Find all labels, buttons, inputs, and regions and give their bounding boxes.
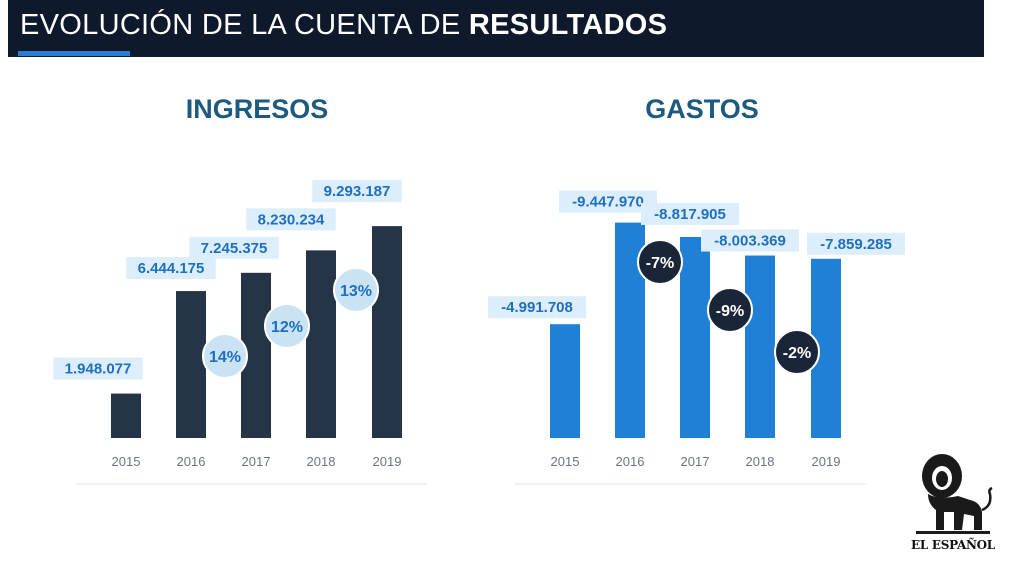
gastos-tick-2019: 2019 — [812, 454, 841, 469]
ingresos-title: INGRESOS — [186, 94, 329, 124]
gastos-value-label-2016-bg — [559, 190, 657, 213]
ingresos-bar-2016 — [176, 291, 206, 438]
ingresos-value-label-2019: 9.293.187 — [324, 183, 391, 200]
gastos-tick-2015: 2015 — [551, 454, 580, 469]
gastos-value-label-2017: -8.817.905 — [654, 206, 726, 223]
gastos-value-label-2016: -9.447.970 — [572, 194, 644, 211]
ingresos-tick-2015: 2015 — [112, 454, 141, 469]
ingresos-value-label-2017: 7.245.375 — [201, 240, 268, 257]
ingresos-growth-label-2: 13% — [340, 283, 372, 300]
ingresos-tick-2019: 2019 — [373, 454, 402, 469]
gastos-bar-2018 — [745, 255, 775, 438]
gastos-tick-2016: 2016 — [616, 454, 645, 469]
gastos-growth-label-2: -2% — [783, 345, 811, 362]
gastos-growth-bubble-0 — [637, 239, 683, 285]
gastos-chart: GASTOS 2015 -4.991.708 2016 -9.447.970 2017 -8… — [488, 94, 905, 485]
gastos-value-label-2018: -8.003.369 — [714, 233, 786, 250]
ingresos-chart: INGRESOS 2015 1.948.077 2016 6.444.175 2017 7.… — [53, 94, 427, 485]
ingresos-tick-2018: 2018 — [307, 454, 336, 469]
gastos-value-label-2015: -4.991.708 — [501, 299, 573, 316]
logo-text: EL ESPAÑOL — [911, 538, 995, 552]
gastos-value-label-2019: -7.859.285 — [820, 236, 892, 253]
page-title-light: EVOLUCIÓN DE LA CUENTA DE — [20, 9, 469, 41]
gastos-growth-label-1: -9% — [716, 303, 744, 320]
gastos-value-label-2017-bg — [641, 202, 739, 225]
gastos-tick-2018: 2018 — [746, 454, 775, 469]
page-title-bold: RESULTADOS — [468, 9, 668, 41]
gastos-growth-bubble-1 — [707, 287, 753, 333]
ingresos-bar-2019 — [372, 226, 402, 438]
ingresos-value-label-2018-bg — [246, 208, 336, 231]
el-espanol-logo: EL ESPAÑOL — [908, 450, 998, 560]
ingresos-value-label-2018: 8.230.234 — [258, 211, 325, 228]
gastos-growth-bubble-2 — [774, 329, 820, 375]
gastos-value-label-2015-bg — [488, 296, 586, 319]
gastos-tick-2017: 2017 — [681, 454, 710, 469]
ingresos-value-label-2015: 1.948.077 — [65, 361, 132, 378]
ingresos-growth-bubble-0 — [202, 333, 248, 379]
ingresos-growth-label-0: 14% — [209, 349, 241, 366]
gastos-bar-2017 — [680, 236, 710, 438]
ingresos-value-label-2016: 6.444.175 — [138, 260, 205, 277]
ingresos-value-label-2017-bg — [189, 236, 279, 259]
gastos-value-label-2018-bg — [701, 229, 799, 252]
gastos-growth-label-0: -7% — [646, 255, 674, 272]
lion-icon — [916, 454, 993, 534]
ingresos-bar-2018 — [306, 250, 336, 438]
header-accent-bar — [18, 51, 130, 56]
gastos-bar-2015 — [550, 324, 580, 438]
header-banner: EVOLUCIÓN DE LA CUENTA DE RESULTADOS — [8, 0, 984, 57]
ingresos-value-label-2019-bg — [312, 180, 402, 203]
gastos-value-label-2019-bg — [807, 232, 905, 255]
ingresos-growth-bubble-2 — [333, 267, 379, 313]
ingresos-growth-label-1: 12% — [271, 319, 303, 336]
ingresos-tick-2017: 2017 — [242, 454, 271, 469]
ingresos-value-label-2015-bg — [53, 357, 143, 380]
ingresos-value-label-2016-bg — [126, 257, 216, 280]
ingresos-tick-2016: 2016 — [177, 454, 206, 469]
ingresos-bar-2015 — [111, 393, 141, 438]
page-title: EVOLUCIÓN DE LA CUENTA DE RESULTADOS — [20, 9, 667, 42]
ingresos-growth-bubble-1 — [264, 303, 310, 349]
gastos-title: GASTOS — [645, 94, 759, 124]
